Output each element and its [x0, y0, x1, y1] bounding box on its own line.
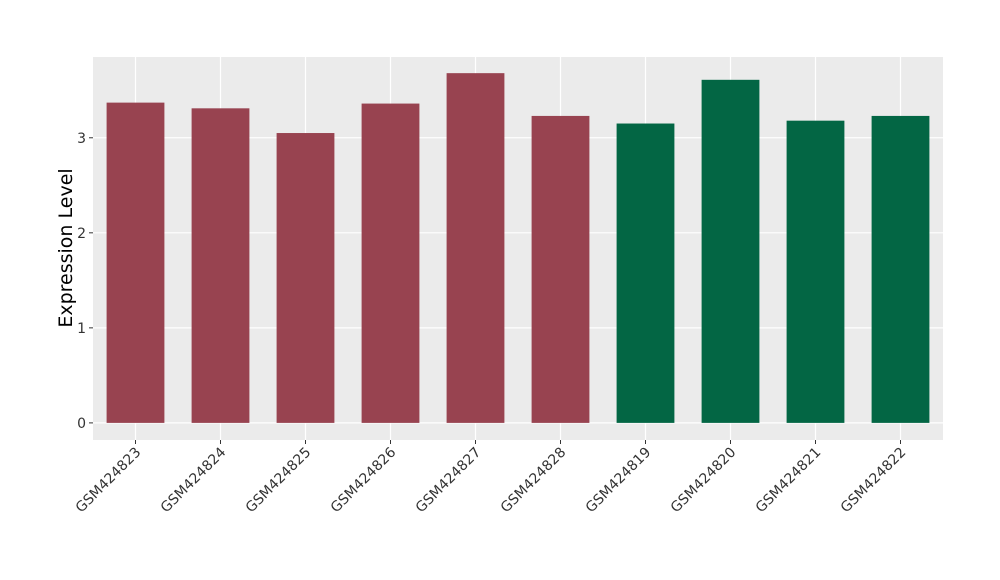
bar	[871, 115, 930, 423]
x-tick-label: GSM424821	[753, 445, 825, 517]
x-tick-label: GSM424826	[328, 444, 400, 516]
x-tick-label: GSM424827	[413, 445, 485, 517]
bar	[446, 73, 505, 423]
y-tick-label: 0	[77, 416, 86, 432]
bar	[191, 108, 250, 423]
bar	[786, 120, 845, 423]
y-tick-label: 1	[77, 321, 86, 337]
y-tick-label: 2	[77, 226, 86, 242]
x-tick-label: GSM424820	[668, 445, 740, 517]
bar	[106, 102, 165, 423]
bar	[701, 79, 760, 423]
bar	[361, 103, 420, 423]
y-tick-label: 3	[77, 131, 86, 147]
x-tick-label: GSM424828	[498, 445, 570, 517]
x-tick-label: GSM424822	[838, 445, 910, 517]
x-tick-label: GSM424819	[583, 445, 655, 517]
x-tick-label: GSM424824	[158, 444, 230, 516]
y-axis-label: Expression Level	[55, 168, 77, 327]
bar	[276, 133, 335, 423]
bar	[616, 123, 675, 423]
x-tick-label: GSM424825	[243, 445, 315, 517]
bar	[531, 115, 590, 423]
x-tick-label: GSM424823	[73, 445, 145, 517]
